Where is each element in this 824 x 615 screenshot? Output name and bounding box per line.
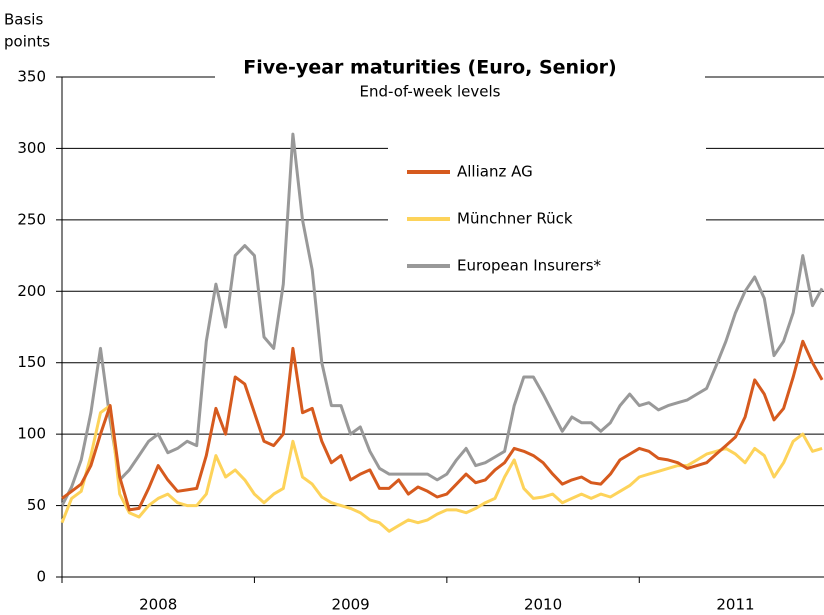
legend-label: European Insurers*	[457, 257, 602, 275]
legend-label: Allianz AG	[457, 163, 533, 181]
y-tick-label: 250	[17, 210, 46, 228]
x-tick-label: 2010	[524, 596, 562, 614]
x-tick-label: 2009	[332, 596, 370, 614]
y-tick-label: 350	[17, 68, 46, 86]
y-tick-label: 150	[17, 353, 46, 371]
y-tick-label: 200	[17, 282, 46, 300]
chart-subtitle: End-of-week levels	[360, 83, 501, 101]
y-tick-label: 300	[17, 139, 46, 157]
y-axis-label: points	[4, 33, 50, 51]
series-line	[60, 404, 823, 533]
x-tick-label: 2011	[716, 596, 754, 614]
legend-label: Münchner Rück	[457, 210, 573, 228]
y-axis-label: Basis	[4, 11, 43, 29]
series-line	[61, 339, 824, 512]
title-background	[215, 55, 705, 105]
chart-title: Five-year maturities (Euro, Senior)	[243, 57, 616, 79]
y-tick-label: 100	[17, 425, 46, 443]
series-line	[60, 132, 824, 507]
x-tick-label: 2008	[139, 596, 177, 614]
y-tick-label: 0	[36, 568, 46, 586]
y-tick-label: 50	[27, 496, 46, 514]
